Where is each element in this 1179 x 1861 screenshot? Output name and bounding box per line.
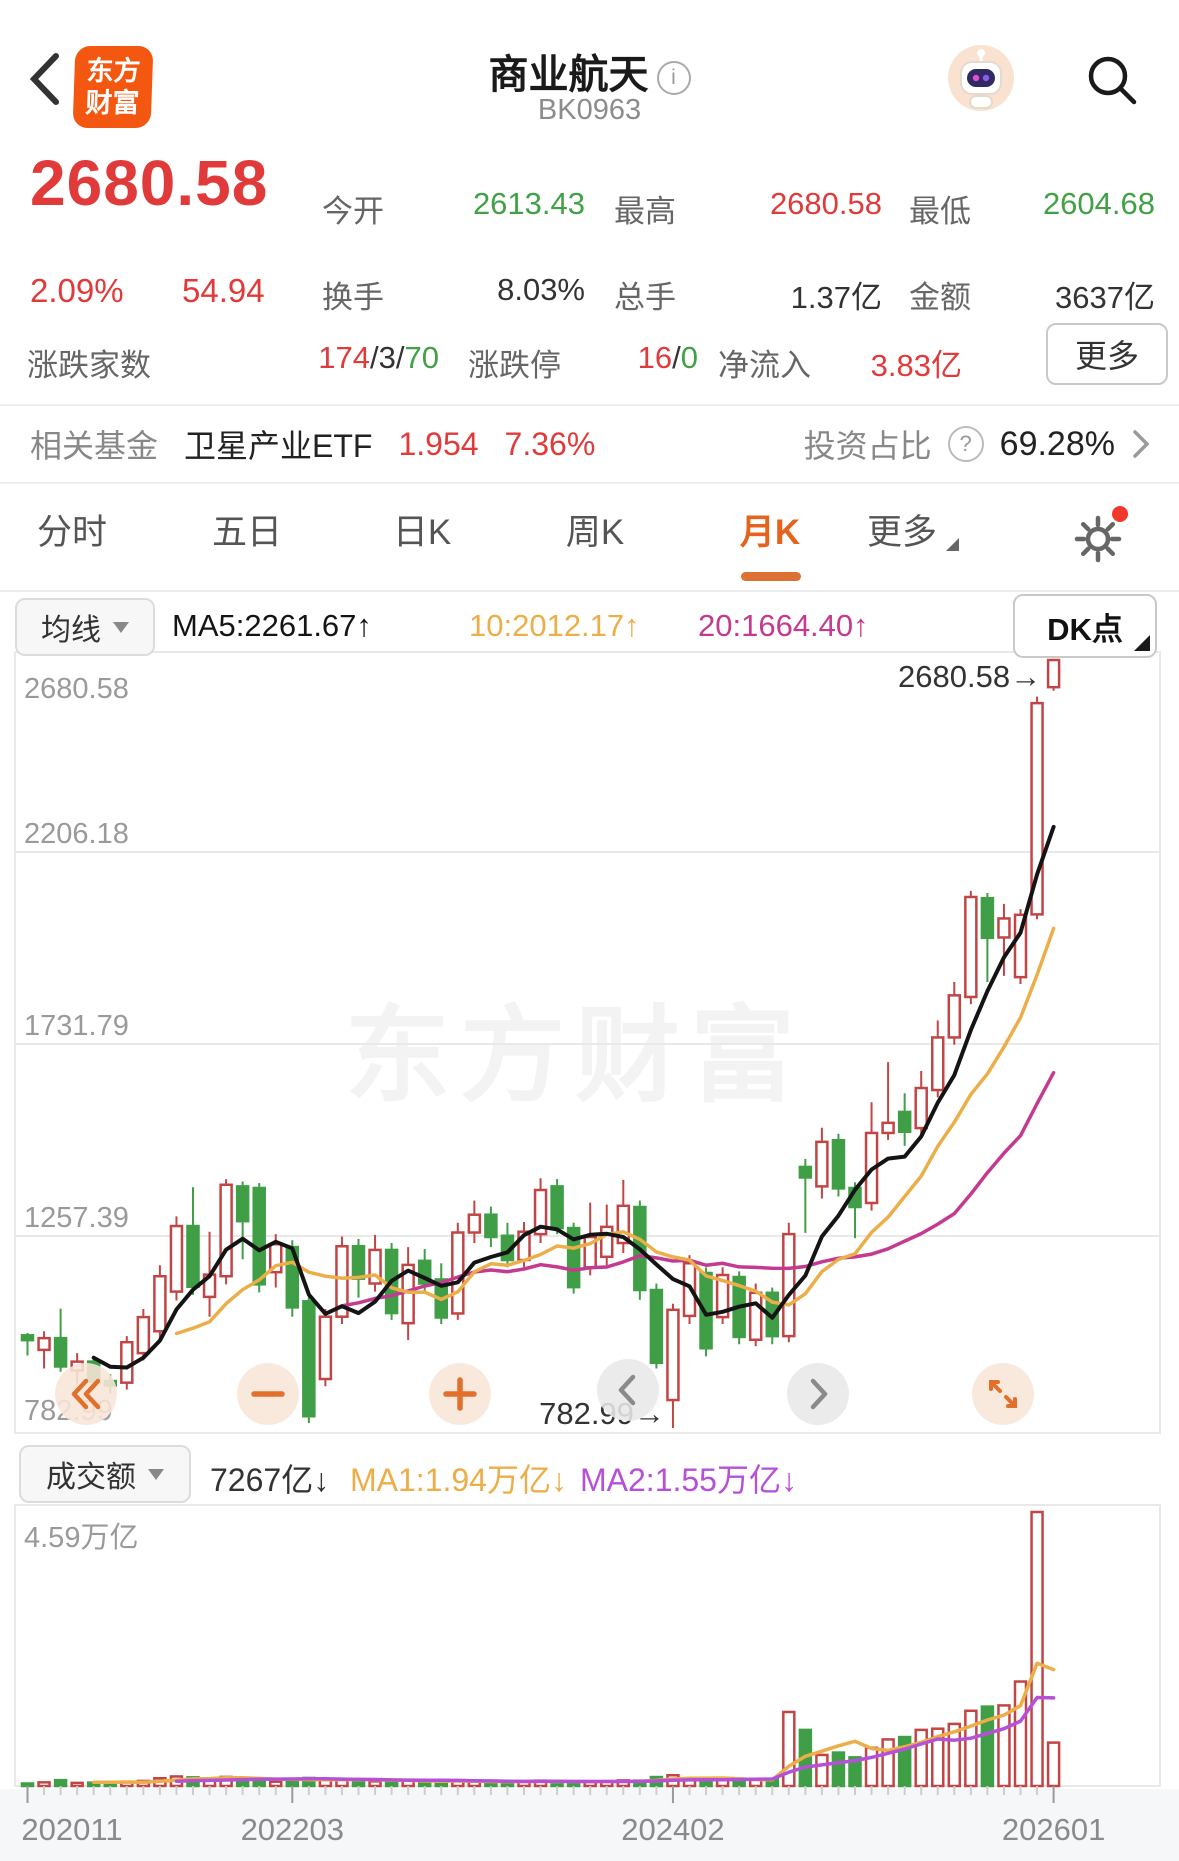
stat-advancers: 涨跌家数 174/3/70 xyxy=(27,340,439,385)
ma10-value: 10:2012.17↑ xyxy=(469,608,640,643)
plus-icon xyxy=(443,1377,477,1411)
stat-value: 1.37亿 xyxy=(790,280,882,315)
volume-value: 7267亿↓ xyxy=(210,1462,330,1498)
ratio-value: 69.28% xyxy=(999,424,1115,463)
chevron-right-icon xyxy=(1133,430,1150,458)
tab-5day[interactable]: 五日 xyxy=(211,513,283,552)
tab-more-label: 更多 xyxy=(866,513,938,552)
fund-nav: 1.954 xyxy=(398,425,479,462)
zoom-in-button[interactable] xyxy=(429,1363,491,1425)
stat-label: 涨跌家数 xyxy=(27,348,151,383)
stat-value: 2604.68 xyxy=(1042,186,1155,221)
stat-volume: 总手 1.37亿 xyxy=(614,272,882,317)
volume-ma2-value: MA2:1.55万亿↓ xyxy=(580,1462,797,1498)
change-amount: 54.94 xyxy=(182,272,265,309)
fund-name: 卫星产业ETF xyxy=(184,428,373,464)
volume-selector-label: 成交额 xyxy=(46,1461,136,1494)
fund-percent: 7.36% xyxy=(504,425,596,462)
stat-label: 今开 xyxy=(322,194,384,229)
stat-label: 最高 xyxy=(614,194,676,229)
stock-name: 商业航天 xyxy=(488,53,649,97)
back-button[interactable] xyxy=(22,48,72,110)
ma-selector-label: 均线 xyxy=(41,614,101,647)
back-chevron-icon xyxy=(29,53,59,105)
stat-value: 2680.58 xyxy=(769,186,882,221)
minus-icon xyxy=(251,1391,285,1397)
info-icon[interactable]: i xyxy=(656,61,691,95)
volume-selector-button[interactable]: 成交额 xyxy=(19,1445,191,1503)
double-chevron-left-icon xyxy=(71,1378,101,1410)
search-icon xyxy=(1088,56,1137,105)
stat-label: 金额 xyxy=(909,280,971,315)
triangle-down-icon xyxy=(148,1468,164,1480)
volume-ma1-value: MA1:1.94万亿↓ xyxy=(350,1462,567,1498)
stat-low: 最低 2604.68 xyxy=(909,186,1155,231)
stat-amount: 金额 3637亿 xyxy=(909,272,1155,317)
zoom-out-button[interactable] xyxy=(237,1363,299,1425)
help-icon[interactable]: ? xyxy=(947,426,984,462)
stat-limit: 涨跌停 16/0 xyxy=(468,340,698,385)
chart-settings-button[interactable] xyxy=(1073,514,1123,569)
dk-point-button[interactable]: DK点 xyxy=(1013,594,1157,658)
pan-right-button[interactable] xyxy=(787,1363,849,1425)
dropdown-corner-icon xyxy=(946,538,960,551)
period-tabbar: 分时 五日 日K 周K 月K 更多 xyxy=(0,484,1179,592)
stat-value: 3637亿 xyxy=(1055,280,1155,315)
robot-icon xyxy=(948,45,1014,111)
gear-icon xyxy=(1074,515,1122,563)
stat-high: 最高 2680.58 xyxy=(614,186,882,231)
current-price: 2680.58 xyxy=(30,147,269,219)
tab-daily-k[interactable]: 日K xyxy=(392,513,452,552)
search-button[interactable] xyxy=(1082,50,1142,115)
related-fund-row[interactable]: 相关基金 卫星产业ETF 1.954 7.36% 投资占比 ? 69.28% xyxy=(0,404,1179,484)
stat-open: 今开 2613.43 xyxy=(322,186,585,231)
chevron-left-icon xyxy=(618,1374,636,1406)
stat-value: 16/0 xyxy=(637,340,698,375)
stat-value: 2613.43 xyxy=(472,186,585,221)
ma20-value: 20:1664.40↑ xyxy=(698,608,869,643)
stat-label: 净流入 xyxy=(718,348,811,383)
stat-label: 换手 xyxy=(322,280,384,315)
jump-to-latest-button[interactable] xyxy=(55,1363,117,1425)
assistant-avatar[interactable] xyxy=(947,44,1015,117)
stock-code: BK0963 xyxy=(537,94,642,126)
tab-monthly-k[interactable]: 月K xyxy=(739,513,801,552)
stat-label: 总手 xyxy=(614,280,676,315)
fund-label: 相关基金 xyxy=(30,428,159,464)
notification-dot xyxy=(1112,506,1128,522)
change-percent: 2.09% xyxy=(30,272,124,309)
stat-inflow: 净流入 3.83亿 xyxy=(718,340,962,385)
tab-minute[interactable]: 分时 xyxy=(36,513,108,552)
stat-turnover: 换手 8.03% xyxy=(322,272,585,317)
ma5-value: MA5:2261.67↑ xyxy=(172,608,372,643)
ma-selector-button[interactable]: 均线 xyxy=(15,598,155,656)
stat-label: 涨跌停 xyxy=(468,348,561,383)
ratio-label: 投资占比 xyxy=(803,428,932,464)
triangle-down-icon xyxy=(113,621,129,633)
corner-fold-icon xyxy=(1134,635,1150,651)
tab-more[interactable]: 更多 xyxy=(866,504,960,555)
stat-value: 8.03% xyxy=(497,272,585,307)
expand-icon xyxy=(989,1380,1017,1408)
more-stats-button[interactable]: 更多 xyxy=(1046,323,1168,385)
chevron-right-icon xyxy=(810,1378,828,1410)
stat-label: 最低 xyxy=(909,194,971,229)
active-tab-underline xyxy=(741,572,801,581)
tab-weekly-k[interactable]: 周K xyxy=(565,513,625,552)
stat-value: 3.83亿 xyxy=(870,348,962,383)
dk-point-label: DK点 xyxy=(1047,611,1123,647)
stat-value: 174/3/70 xyxy=(318,340,439,375)
fullscreen-button[interactable] xyxy=(972,1363,1034,1425)
page-title: 商业航天 i xyxy=(0,42,1179,100)
pan-left-button[interactable] xyxy=(597,1359,659,1421)
